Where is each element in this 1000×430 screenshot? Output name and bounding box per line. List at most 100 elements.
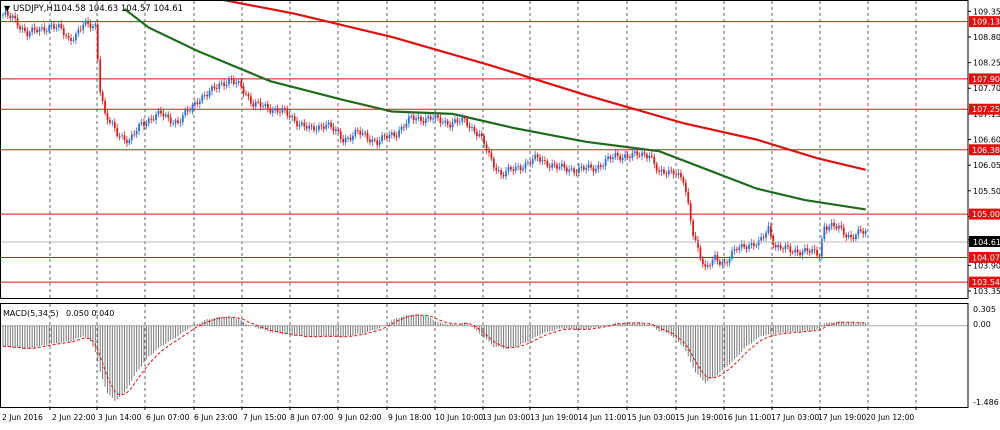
candle-body [480, 133, 483, 136]
candle-body [777, 245, 780, 248]
candle-body [412, 116, 415, 121]
candle-body [794, 249, 797, 253]
candle-body [283, 108, 286, 110]
candle-body [731, 250, 733, 259]
level-tag-label: 103.54 [972, 278, 1000, 287]
candle-body [723, 262, 726, 264]
candle-body [48, 25, 51, 32]
candle-body [561, 163, 563, 167]
candle-body [167, 114, 170, 118]
candle-body [366, 133, 369, 140]
candle-body [145, 123, 148, 127]
candle-body [232, 79, 235, 84]
candle-body [582, 166, 585, 170]
candle-body [62, 28, 65, 36]
candle-body [111, 122, 114, 123]
candle-body [804, 248, 806, 252]
candle-body [245, 93, 247, 95]
candle-body [716, 254, 719, 261]
price-tick-label: 108.80 [973, 33, 1000, 42]
candle-body [784, 245, 787, 250]
candle-body [842, 227, 845, 235]
candle-body [94, 24, 97, 27]
candle-body [607, 156, 609, 160]
candle-body [760, 237, 763, 241]
candle-body [728, 258, 731, 264]
macd-values: 0.050 0.040 [66, 309, 114, 318]
candle-body [551, 163, 554, 168]
candle-body [147, 118, 150, 124]
candle-body [857, 229, 860, 235]
time-tick-label: 10 Jun 10:00 [435, 413, 483, 422]
candle-body [687, 191, 690, 204]
candle-body [77, 29, 80, 34]
candle-body [55, 27, 58, 29]
candle-body [735, 248, 738, 251]
candle-body [118, 135, 121, 137]
candle-body [811, 249, 814, 253]
candle-body [648, 155, 651, 159]
candle-body [718, 260, 721, 265]
candle-body [184, 109, 187, 116]
candle-body [364, 132, 366, 134]
candle-body [410, 116, 413, 117]
candle-body [72, 40, 75, 41]
candle-body [237, 81, 240, 83]
menu-arrow-icon[interactable]: ▼ [4, 4, 11, 13]
time-tick-label: 8 Jun 07:00 [290, 413, 334, 422]
ohlc-label: 104.58 104.63 104.57 104.61 [56, 4, 183, 14]
candle-body [169, 117, 172, 124]
candle-body [818, 255, 821, 257]
macd-tick-label: -1.486 [973, 398, 999, 407]
candle-body [641, 152, 643, 156]
candle-body [57, 24, 60, 28]
candle-body [206, 94, 209, 97]
time-axis[interactable]: 2 Jun 2016 2 Jun 22:00 3 Jun 14:00 6 Jun 07… [2, 407, 917, 422]
candle-body [709, 264, 712, 266]
candle-body [862, 231, 865, 234]
price-tick-label: 109.35 [973, 7, 1000, 16]
time-tick-label: 3 Jun 14:00 [98, 413, 142, 422]
price-tick-label: 103.90 [973, 261, 1000, 270]
candle-body [509, 166, 512, 170]
candle-body [201, 95, 204, 102]
candle-body [580, 166, 583, 168]
candle-body [823, 226, 826, 240]
candle-body [189, 110, 192, 112]
candle-body [850, 235, 852, 238]
candle-body [84, 20, 87, 25]
price-tick-label: 106.60 [973, 136, 1000, 145]
candle-body [376, 140, 379, 145]
candle-body [40, 27, 43, 29]
candle-body [310, 125, 313, 127]
time-tick-label: 2 Jun 2016 [2, 413, 43, 422]
candle-body [575, 172, 578, 174]
candle-body [429, 116, 432, 120]
candle-body [468, 126, 471, 128]
candle-body [242, 86, 245, 94]
candle-body [529, 162, 532, 164]
price-pane[interactable] [0, 0, 969, 299]
candle-body [172, 123, 174, 125]
candle-body [833, 222, 835, 227]
candle-body [152, 119, 155, 121]
candle-body [672, 170, 675, 175]
candle-body [543, 159, 546, 161]
candle-body [796, 249, 799, 253]
candle-body [87, 20, 89, 24]
candle-body [252, 103, 255, 107]
candle-body [514, 166, 517, 171]
candle-body [164, 114, 167, 117]
candle-body [240, 81, 243, 87]
candle-body [813, 249, 816, 250]
candle-body [556, 164, 558, 169]
candle-body [808, 250, 811, 253]
candle-body [665, 173, 668, 175]
macd-tick-label: 0.305 [973, 305, 996, 314]
candle-body [859, 229, 862, 232]
candle-body [143, 122, 145, 127]
candle-body [592, 167, 595, 172]
symbol-label: USDJPY,H1 [13, 4, 58, 14]
